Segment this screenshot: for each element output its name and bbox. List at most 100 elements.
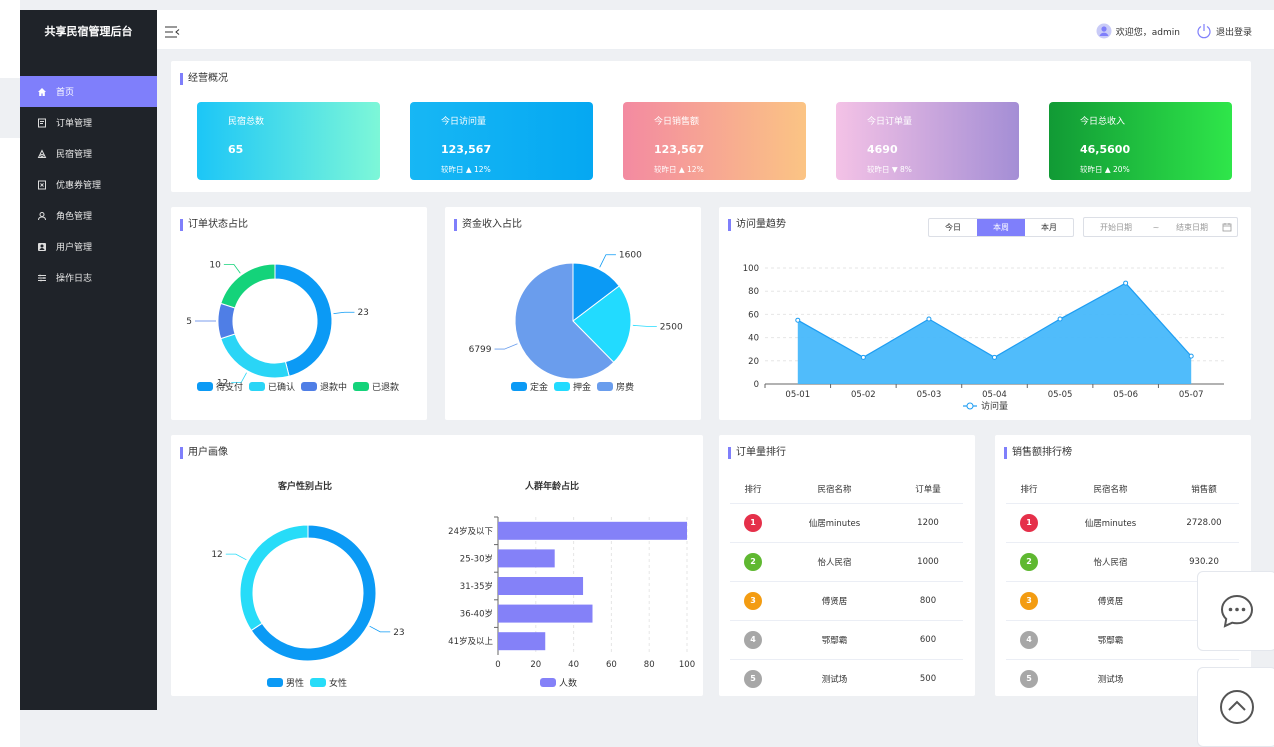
legend-label: 已确认 (268, 383, 296, 393)
table-row[interactable]: 3 傅贤居 800 (730, 582, 963, 621)
sidebar-item-logs[interactable]: 操作日志 (20, 262, 157, 293)
legend-swatch (310, 678, 327, 687)
table-row[interactable]: 4 鄂鄢霸 600 (730, 621, 963, 660)
order-status-chart: 23 12 5 10 (186, 260, 369, 388)
rank-badge: 2 (744, 553, 762, 571)
table-row[interactable]: 1 仙居minutes 2728.00 (1006, 504, 1239, 543)
data-point (1057, 316, 1063, 322)
sidebar-menu: 首页 订单管理 民宿管理 优惠券管理 角色管理 用户管理 (20, 76, 157, 293)
sidebar-item-label: 订单管理 (56, 119, 93, 129)
legend-swatch (597, 382, 614, 391)
legend-item[interactable]: 已退款 (353, 380, 399, 393)
header-right: 欢迎您，admin 退出登录 (1096, 23, 1252, 39)
kpi-homestay-total: 民宿总数 65 (197, 102, 380, 180)
pie-slice (274, 263, 333, 377)
menu-collapse-icon[interactable] (163, 24, 181, 38)
gender-chart-title: 客户性别占比 (277, 482, 332, 492)
name-cell: 傅贤居 (821, 597, 848, 607)
y-tick-label: 24岁及以下 (448, 526, 493, 537)
legend-item[interactable]: 人数 (540, 676, 577, 689)
chat-button[interactable] (1197, 571, 1274, 651)
kpi-value: 123,567 (654, 143, 705, 156)
chat-icon (1219, 593, 1255, 629)
legend-marker (966, 402, 974, 410)
y-tick-label: 20 (748, 357, 759, 367)
pie-slice (217, 302, 236, 340)
kpi-label: 今日销售额 (654, 117, 700, 127)
data-point (795, 317, 801, 323)
kpi-value: 4690 (867, 143, 898, 156)
legend-swatch (554, 382, 571, 391)
x-tick-label: 05-02 (851, 390, 876, 400)
gender-chart: 23 12 (211, 524, 405, 662)
x-tick-label: 0 (495, 660, 500, 670)
name-cell: 鄂鄢霸 (821, 636, 848, 646)
legend-item[interactable]: 男性 (267, 676, 304, 689)
sidebar-item-homestays[interactable]: 民宿管理 (20, 138, 157, 169)
top-strip (20, 0, 1274, 10)
y-tick-label: 40 (748, 334, 759, 344)
rank-cell: 5 (1006, 670, 1052, 688)
value-cell: 2728.00 (1186, 518, 1222, 528)
legend-item[interactable]: 定金 (511, 380, 548, 393)
legend-item[interactable]: 房费 (597, 380, 634, 393)
logout-button[interactable]: 退出登录 (1196, 23, 1252, 39)
legend-item[interactable]: 退款中 (301, 380, 347, 393)
app-title: 共享民宿管理后台 (44, 25, 133, 38)
value-cell: 1000 (917, 557, 939, 567)
rank-cell: 2 (1006, 553, 1052, 571)
legend-swatch (301, 382, 318, 391)
tab-today[interactable]: 今日 (945, 223, 961, 232)
user-menu[interactable]: 欢迎您，admin (1096, 23, 1180, 39)
sidebar-item-orders[interactable]: 订单管理 (20, 107, 157, 138)
sidebar-item-roles[interactable]: 角色管理 (20, 200, 157, 231)
legend-item[interactable]: 已确认 (249, 380, 295, 393)
pie-value-label: 1600 (619, 251, 642, 261)
kpi-value: 65 (228, 143, 244, 156)
home-icon (36, 86, 47, 97)
y-tick-label: 80 (748, 287, 759, 297)
name-cell: 鄂鄢霸 (1097, 636, 1124, 646)
pie-value-label: 5 (186, 317, 192, 327)
legend-item[interactable]: 待支付 (197, 380, 243, 393)
rank-badge: 1 (1020, 514, 1038, 532)
legend-item[interactable]: 押金 (554, 380, 591, 393)
sidebar-item-users[interactable]: 用户管理 (20, 231, 157, 262)
pie-value-label: 23 (393, 628, 404, 638)
start-date-input[interactable]: 开始日期 (1100, 222, 1132, 232)
date-range-picker[interactable]: 开始日期 ~ 结束日期 (1083, 217, 1238, 237)
rank-cell: 2 (730, 553, 776, 571)
calendar-icon[interactable] (1222, 222, 1232, 232)
sidebar-item-home[interactable]: 首页 (20, 76, 157, 107)
name-cell: 傅贤居 (1097, 597, 1124, 607)
table-row[interactable]: 5 测试场 500 (730, 660, 963, 696)
back-to-top-button[interactable] (1197, 667, 1274, 747)
legend-label: 押金 (573, 383, 592, 393)
order-status-title: 订单状态占比 (180, 219, 248, 231)
sidebar-item-label: 优惠券管理 (56, 181, 102, 191)
legend-label: 访问量 (981, 400, 1008, 412)
rank-badge: 4 (1020, 631, 1038, 649)
pie-leader-line (333, 311, 355, 315)
tab-week[interactable]: 本周 (977, 219, 1025, 236)
table-row[interactable]: 2 怡人民宿 1000 (730, 543, 963, 582)
tab-month[interactable]: 本月 (1041, 223, 1057, 232)
table-row[interactable]: 1 仙居minutes 1200 (730, 504, 963, 543)
y-tick-label: 25-30岁 (460, 553, 493, 564)
power-icon (1196, 23, 1212, 39)
name-cell: 测试场 (1097, 675, 1124, 685)
sidebar-item-coupons[interactable]: 优惠券管理 (20, 169, 157, 200)
x-tick-label: 05-06 (1113, 390, 1138, 400)
legend-swatch (197, 382, 213, 391)
pie-slice (572, 262, 620, 323)
legend-item[interactable]: 女性 (310, 676, 347, 689)
column-header: 民宿名称 (817, 484, 852, 495)
legend-label: 已退款 (372, 383, 400, 393)
table-row[interactable]: 2 怡人民宿 930.20 (1006, 543, 1239, 582)
page-edge (0, 78, 20, 138)
capital-card: 资金收入占比 1600 2500 6799 定金 押金 房费 (445, 207, 701, 420)
end-date-input[interactable]: 结束日期 (1176, 222, 1208, 232)
pie-leader-line (231, 372, 247, 383)
pie-slice (220, 333, 290, 379)
kpi-label: 今日总收入 (1080, 117, 1126, 127)
